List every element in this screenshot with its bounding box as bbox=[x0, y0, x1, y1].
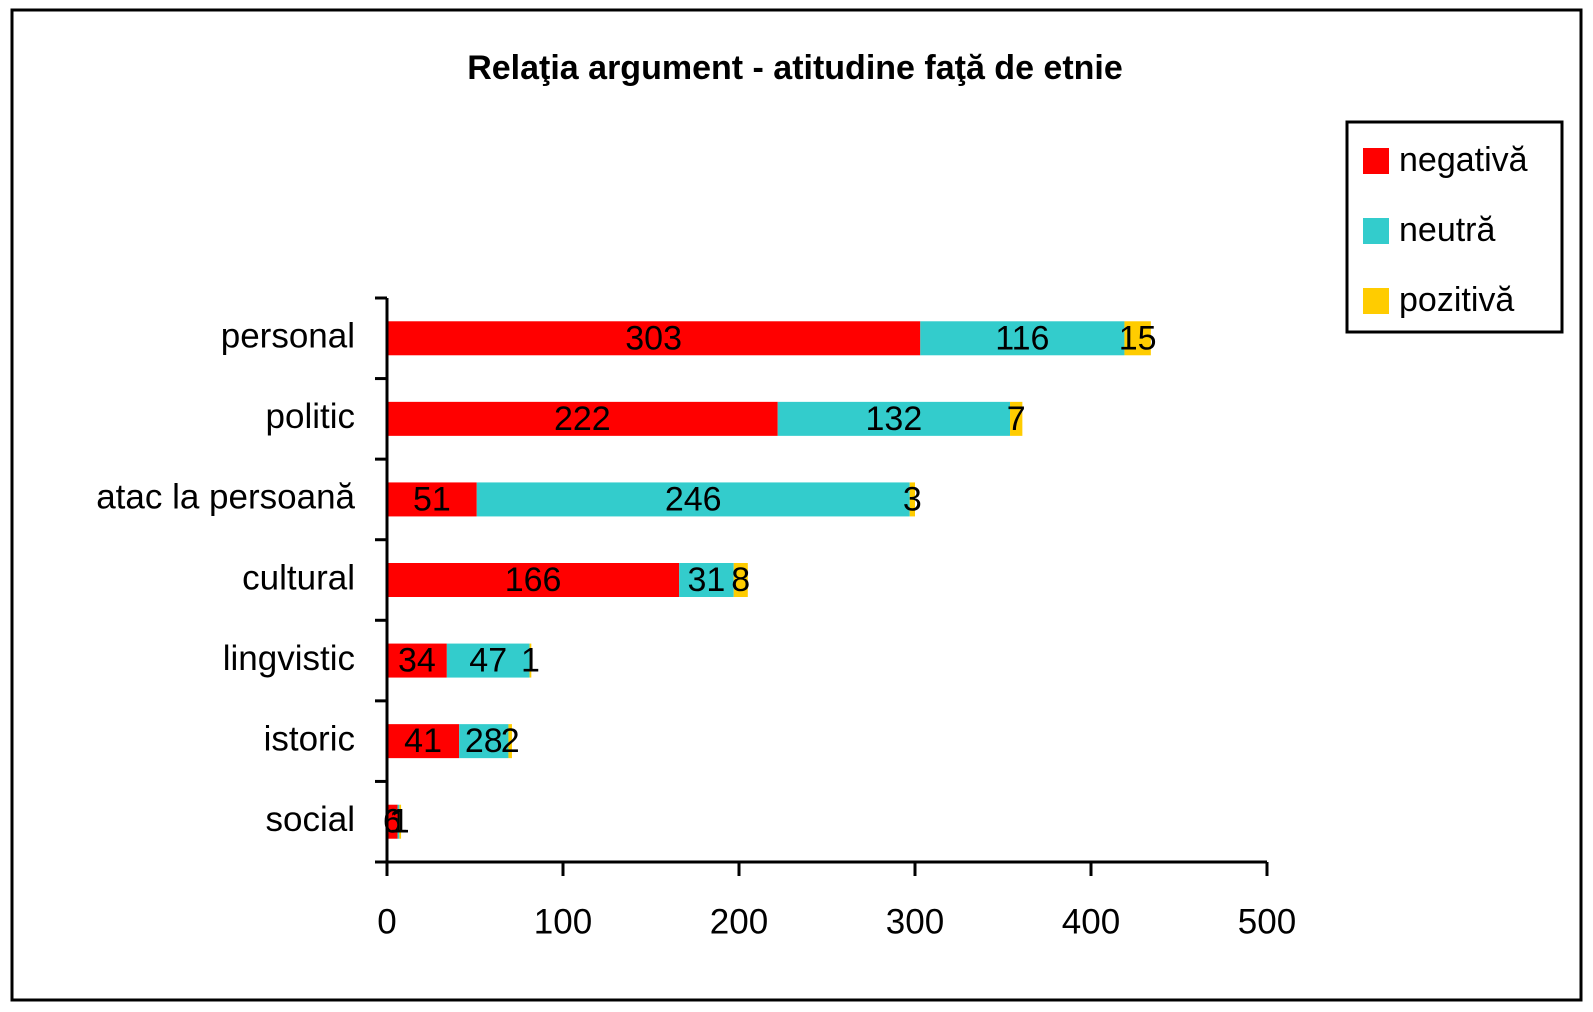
bar-segment bbox=[508, 724, 512, 759]
bar-segment bbox=[387, 804, 398, 839]
data-label: 34 bbox=[398, 642, 436, 680]
y-tick-label: istoric bbox=[264, 719, 355, 758]
data-label: 3 bbox=[903, 480, 922, 518]
data-label: 8 bbox=[731, 561, 750, 599]
bar-segment bbox=[387, 563, 680, 597]
y-tick-label: social bbox=[266, 800, 355, 839]
legend-swatch bbox=[1363, 148, 1389, 174]
bar-segment bbox=[387, 482, 477, 517]
bar-segment bbox=[777, 401, 1011, 436]
data-label: 15 bbox=[1119, 319, 1157, 357]
x-tick-label: 0 bbox=[377, 902, 396, 941]
bar-segment bbox=[387, 321, 921, 356]
data-label: 116 bbox=[995, 319, 1049, 357]
x-tick-label: 200 bbox=[710, 902, 768, 941]
data-label: 2 bbox=[501, 722, 520, 760]
data-label: 1 bbox=[391, 803, 410, 841]
bar-segment bbox=[387, 401, 778, 436]
data-label: 246 bbox=[665, 480, 722, 518]
data-label: 47 bbox=[469, 642, 507, 680]
x-tick-label: 500 bbox=[1238, 902, 1296, 941]
data-label: 1 bbox=[389, 803, 408, 841]
bar-segment bbox=[446, 643, 530, 678]
y-tick-label: cultural bbox=[242, 558, 355, 597]
chart-title: Relaţia argument - atitudine faţă de etn… bbox=[467, 49, 1123, 87]
bar-segment bbox=[387, 643, 447, 678]
legend-swatch bbox=[1363, 288, 1389, 314]
x-tick-label: 100 bbox=[534, 902, 592, 941]
data-label: 1 bbox=[521, 642, 540, 680]
legend-label: neutră bbox=[1399, 211, 1495, 249]
y-tick-label: lingvistic bbox=[223, 639, 355, 678]
bar-segment bbox=[387, 724, 460, 759]
bar-segment bbox=[529, 643, 532, 678]
data-label: 132 bbox=[866, 400, 923, 438]
data-label: 28 bbox=[465, 722, 503, 760]
y-tick-label: atac la persoană bbox=[96, 478, 355, 517]
bar-segment bbox=[397, 804, 400, 839]
data-label: 51 bbox=[413, 480, 451, 518]
bar-segment bbox=[399, 804, 402, 839]
bar-segment bbox=[679, 563, 734, 597]
x-tick-label: 400 bbox=[1062, 902, 1120, 941]
legend-swatch bbox=[1363, 218, 1389, 244]
bar-segment bbox=[476, 482, 910, 517]
data-label: 303 bbox=[625, 319, 682, 357]
data-label: 31 bbox=[688, 561, 726, 599]
legend-label: pozitivă bbox=[1399, 281, 1514, 319]
data-label: 41 bbox=[404, 722, 442, 760]
bar-segment bbox=[909, 482, 915, 517]
data-label: 222 bbox=[554, 400, 611, 438]
x-tick-label: 300 bbox=[886, 902, 944, 941]
y-tick-label: politic bbox=[266, 397, 355, 436]
y-tick-label: personal bbox=[221, 317, 355, 356]
bar-segment bbox=[1010, 401, 1023, 436]
bar-segment bbox=[733, 563, 748, 597]
legend-label: negativă bbox=[1399, 141, 1528, 179]
data-label: 7 bbox=[1007, 400, 1026, 438]
data-label: 166 bbox=[505, 561, 562, 599]
bar-segment bbox=[1124, 321, 1151, 356]
bar-segment bbox=[920, 321, 1125, 356]
bar-segment bbox=[459, 724, 509, 759]
